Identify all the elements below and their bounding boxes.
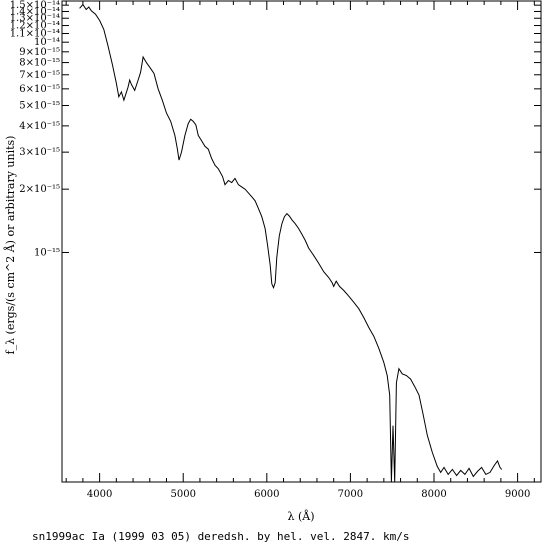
y-tick-label: 10⁻¹⁵ bbox=[34, 247, 60, 258]
y-tick-label: 1.5×10⁻¹⁴ bbox=[10, 0, 60, 11]
x-tick-label: 9000 bbox=[505, 489, 530, 500]
y-tick-label: 7×10⁻¹⁵ bbox=[19, 70, 60, 81]
y-tick-label: 6×10⁻¹⁵ bbox=[19, 84, 60, 95]
x-tick-label: 6000 bbox=[254, 489, 279, 500]
chart-caption: sn1999ac Ia (1999 03 05) deredsh. by hel… bbox=[32, 530, 410, 543]
y-axis-ticks: 1.5×10⁻¹⁴1.4×10⁻¹⁴1.3×10⁻¹⁴1.2×10⁻¹⁴1.1×… bbox=[10, 0, 541, 258]
y-tick-label: 10⁻¹⁴ bbox=[34, 37, 60, 48]
y-tick-label: 8×10⁻¹⁵ bbox=[19, 58, 60, 69]
y-tick-label: 4×10⁻¹⁵ bbox=[19, 121, 60, 132]
x-tick-label: 7000 bbox=[338, 489, 363, 500]
x-axis-label: λ (Å) bbox=[288, 509, 315, 523]
y-tick-label: 9×10⁻¹⁵ bbox=[19, 47, 60, 58]
y-axis-label: f_λ (ergs/(s cm^2 Å) or arbitrary units) bbox=[3, 136, 17, 355]
spectrum-line bbox=[79, 3, 503, 483]
y-tick-label: 1.1×10⁻¹⁴ bbox=[10, 28, 60, 39]
plot-frame bbox=[61, 0, 542, 483]
x-axis-ticks: 4000 5000 6000 7000 8000 9000 bbox=[65, 1, 535, 500]
y-tick-label: 3×10⁻¹⁵ bbox=[19, 147, 60, 158]
y-tick-label: 1.2×10⁻¹⁴ bbox=[10, 21, 60, 32]
y-tick-label: 2×10⁻¹⁵ bbox=[19, 184, 60, 195]
y-tick-label: 5×10⁻¹⁵ bbox=[19, 100, 60, 111]
x-tick-label: 4000 bbox=[87, 489, 112, 500]
x-tick-label: 5000 bbox=[170, 489, 195, 500]
y-tick-label: 1.4×10⁻¹⁴ bbox=[10, 6, 60, 17]
y-tick-label: 1.3×10⁻¹⁴ bbox=[10, 13, 60, 24]
x-tick-label: 8000 bbox=[421, 489, 446, 500]
